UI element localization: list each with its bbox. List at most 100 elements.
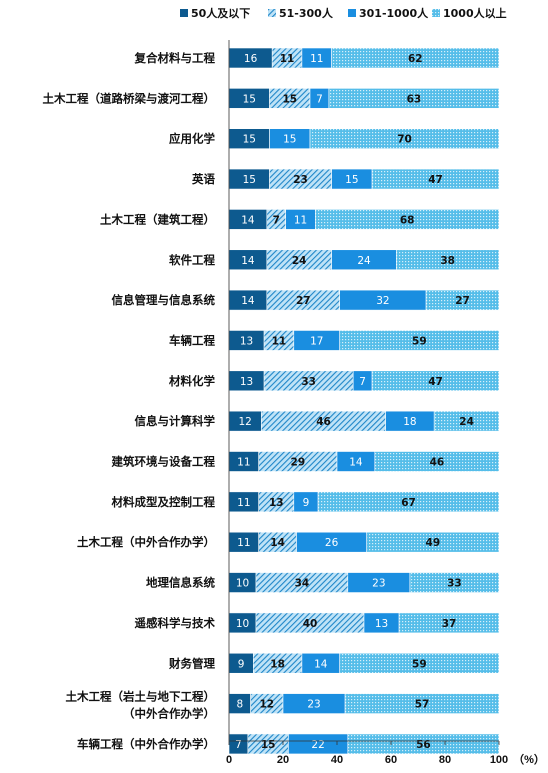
data-label: 9 [303,497,310,509]
data-label: 18 [270,658,285,670]
data-label: 14 [241,214,255,226]
category-label: 土木工程（中外合作办学） [77,535,215,549]
legend-swatch [268,9,276,17]
data-label: 7 [359,376,366,388]
legend-label: 50人及以下 [191,6,250,20]
data-label: 17 [310,335,323,347]
bar-row: 信息与计算科学 12 46 18 24 [135,410,500,432]
bar-row: 地理信息系统 10 34 23 33 [146,572,500,593]
data-label: 57 [415,699,430,711]
bar-segment [309,128,500,149]
data-label: 11 [237,537,250,549]
x-tick-label: 60 [385,754,397,766]
category-label: 土木工程（岩土与地下工程）（中外合作办学） [66,690,216,721]
data-label: 14 [314,658,328,670]
category-label: 建筑环境与设备工程 [112,455,216,469]
data-label: 62 [408,53,423,65]
bar-row: 土木工程（建筑工程） 14 7 11 68 [100,209,500,230]
data-label: 14 [270,537,285,549]
data-label: 12 [239,416,252,428]
data-label: 14 [241,295,255,307]
legend-item: 1000人以上 [432,6,507,20]
data-label: 10 [236,618,249,630]
data-label: 15 [345,174,358,186]
bar-segment [409,572,500,593]
legend-item: 51-300人 [268,6,334,20]
category-label: 遥感科学与技术 [135,616,216,630]
category-label: 车辆工程 [169,333,215,347]
data-label: 11 [294,214,307,226]
data-label: 56 [416,739,431,751]
data-label: 38 [440,255,455,267]
data-label: 7 [235,739,242,751]
bar-row: 应用化学 15 15 70 [169,128,500,149]
data-label: 11 [310,53,323,65]
category-label: 英语 [191,172,215,186]
data-label: 32 [376,295,389,307]
data-label: 24 [459,416,474,428]
data-label: 59 [412,335,427,347]
data-label: 15 [282,93,297,105]
bar-segment [331,47,500,69]
bar-row: 财务管理 9 18 14 59 [168,652,500,674]
bar-row: 车辆工程 13 11 17 59 [169,330,500,351]
category-label: 复合材料与工程 [134,51,216,65]
data-label: 15 [243,134,256,146]
data-label: 63 [407,93,422,105]
data-label: 11 [237,497,250,509]
bar-segment [398,612,500,634]
category-label: 软件工程 [169,253,215,267]
category-label: 信息管理与信息系统 [112,293,216,307]
data-label: 67 [401,497,416,509]
x-unit-label: （%） [513,753,545,766]
data-label: 40 [303,618,318,630]
data-label: 37 [442,618,457,630]
bar-row: 车辆工程（中外合作办学） 7 15 22 56 [77,733,500,755]
data-label: 8 [236,699,243,711]
data-label: 16 [244,53,258,65]
x-tick-label: 40 [331,754,343,766]
category-label: 材料化学 [169,374,215,388]
data-label: 11 [280,53,295,65]
data-label: 15 [243,174,256,186]
data-label: 33 [301,376,316,388]
bar-row: 遥感科学与技术 10 40 13 37 [135,612,500,634]
bar-segment [425,289,500,311]
bar-segment [339,652,500,674]
x-tick-label: 100 [490,754,508,766]
data-label: 59 [412,658,427,670]
data-label: 15 [261,739,276,751]
data-label: 14 [241,255,255,267]
bar-row: 复合材料与工程 16 11 11 62 [134,47,500,69]
data-label: 9 [238,658,245,670]
bar-row: 土木工程（道路桥梁与渡河工程） 15 15 7 63 [43,88,500,109]
data-label: 10 [236,578,249,590]
category-label: 地理信息系统 [146,576,215,590]
data-label: 23 [372,578,385,590]
data-label: 22 [311,739,324,751]
data-label: 29 [291,457,306,469]
bar-row: 材料化学 13 33 7 47 [169,370,500,392]
data-label: 13 [375,618,388,630]
bar-row: 土木工程（中外合作办学） 11 14 26 49 [77,531,500,553]
data-label: 14 [349,457,363,469]
data-label: 11 [272,335,287,347]
data-label: 34 [295,578,310,590]
data-label: 27 [455,295,470,307]
data-label: 12 [259,699,274,711]
legend-label: 1000人以上 [443,6,507,20]
legend-swatch [348,9,356,17]
bar-row: 材料成型及控制工程 11 13 9 67 [112,491,500,513]
bar-segment [339,330,500,351]
category-label: 财务管理 [168,656,215,670]
data-label: 13 [269,497,284,509]
category-label: 材料成型及控制工程 [112,495,216,509]
data-label: 7 [316,93,323,105]
category-label: 土木工程（道路桥梁与渡河工程） [43,91,216,105]
bar-segment [371,370,500,392]
bar-row: 建筑环境与设备工程 11 29 14 46 [112,451,500,472]
legend-item: 50人及以下 [180,6,250,20]
bar-segment [396,249,500,271]
data-label: 33 [447,578,462,590]
